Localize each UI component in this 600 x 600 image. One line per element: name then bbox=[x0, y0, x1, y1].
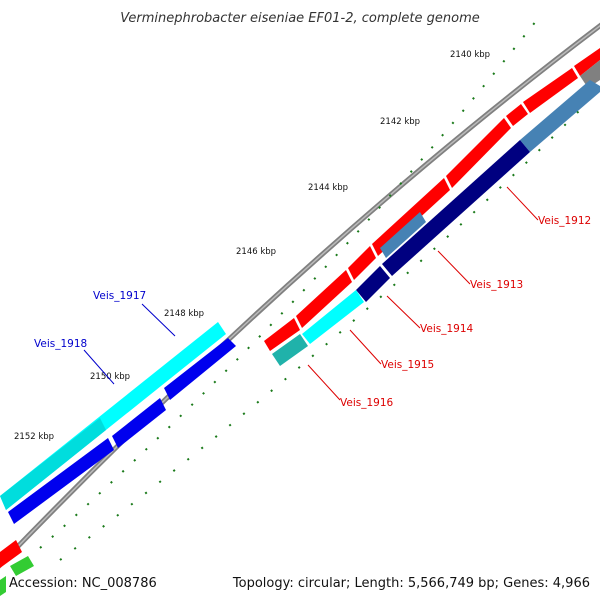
gene-feature[interactable] bbox=[272, 334, 308, 366]
gene-label[interactable]: Veis_1914 bbox=[420, 323, 474, 335]
gene-feature[interactable] bbox=[112, 398, 166, 448]
gene-label[interactable]: Veis_1912 bbox=[538, 215, 591, 227]
leader-line bbox=[437, 250, 471, 285]
gene-label[interactable]: Veis_1918 bbox=[34, 338, 87, 350]
tick-label: 2140 kbp bbox=[450, 50, 490, 60]
gene-feature[interactable] bbox=[0, 418, 106, 510]
gene-feature[interactable] bbox=[348, 246, 376, 280]
gene-feature[interactable] bbox=[10, 556, 34, 576]
accession-label: Accession: NC_008786 bbox=[9, 576, 157, 591]
gene-label[interactable]: Veis_1915 bbox=[381, 359, 434, 371]
leader-line bbox=[141, 303, 176, 337]
backbone-outer bbox=[0, 22, 600, 569]
reverse-strand-features bbox=[272, 80, 600, 366]
gene-feature[interactable] bbox=[574, 48, 600, 76]
gene-feature[interactable] bbox=[8, 438, 114, 524]
tick-labels: 2140 kbp 2142 kbp 2144 kbp 2146 kbp 2148… bbox=[14, 50, 490, 442]
forward-strand-features bbox=[264, 48, 600, 351]
tick-label: 2144 kbp bbox=[308, 183, 348, 193]
leader-line bbox=[307, 364, 341, 401]
gene-feature[interactable] bbox=[523, 68, 578, 113]
gene-feature[interactable] bbox=[446, 118, 511, 188]
tick-label: 2152 kbp bbox=[14, 432, 54, 442]
leader-line bbox=[386, 295, 421, 329]
leader-line bbox=[349, 329, 382, 365]
gene-feature[interactable] bbox=[580, 60, 600, 88]
gene-feature[interactable] bbox=[0, 576, 6, 596]
tick-label: 2150 kbp bbox=[90, 372, 130, 382]
gene-feature[interactable] bbox=[164, 338, 236, 400]
gene-feature[interactable] bbox=[372, 178, 450, 256]
gene-feature[interactable] bbox=[296, 270, 352, 328]
gene-feature[interactable] bbox=[302, 290, 364, 344]
tick-marks bbox=[39, 15, 581, 561]
gene-labels-blue: Veis_1917 Veis_1918 bbox=[34, 290, 176, 385]
gene-label[interactable]: Veis_1913 bbox=[470, 279, 523, 291]
gene-feature[interactable] bbox=[382, 140, 530, 276]
outer-dotted-ticks bbox=[59, 109, 581, 561]
gene-feature[interactable] bbox=[0, 540, 22, 568]
gene-feature[interactable] bbox=[356, 266, 390, 302]
leader-line bbox=[83, 349, 115, 385]
gene-feature[interactable] bbox=[380, 212, 426, 258]
gene-label[interactable]: Veis_1917 bbox=[93, 290, 146, 302]
tick-label: 2142 kbp bbox=[380, 117, 420, 127]
leader-line bbox=[506, 186, 539, 221]
left-cluster-features bbox=[0, 322, 236, 596]
genome-summary: Topology: circular; Length: 5,566,749 bp… bbox=[232, 576, 590, 591]
gene-feature[interactable] bbox=[264, 318, 300, 351]
gene-feature[interactable] bbox=[520, 80, 600, 152]
tick-label: 2146 kbp bbox=[236, 247, 276, 257]
gene-labels-red: Veis_1912 Veis_1913 Veis_1914 Veis_1915 … bbox=[307, 186, 591, 409]
gene-feature[interactable] bbox=[506, 104, 528, 126]
gene-label[interactable]: Veis_1916 bbox=[340, 397, 394, 409]
backbone-inner bbox=[0, 24, 600, 567]
tick-label: 2148 kbp bbox=[164, 309, 204, 319]
map-title: Verminephrobacter eiseniae EF01-2, compl… bbox=[120, 11, 479, 26]
